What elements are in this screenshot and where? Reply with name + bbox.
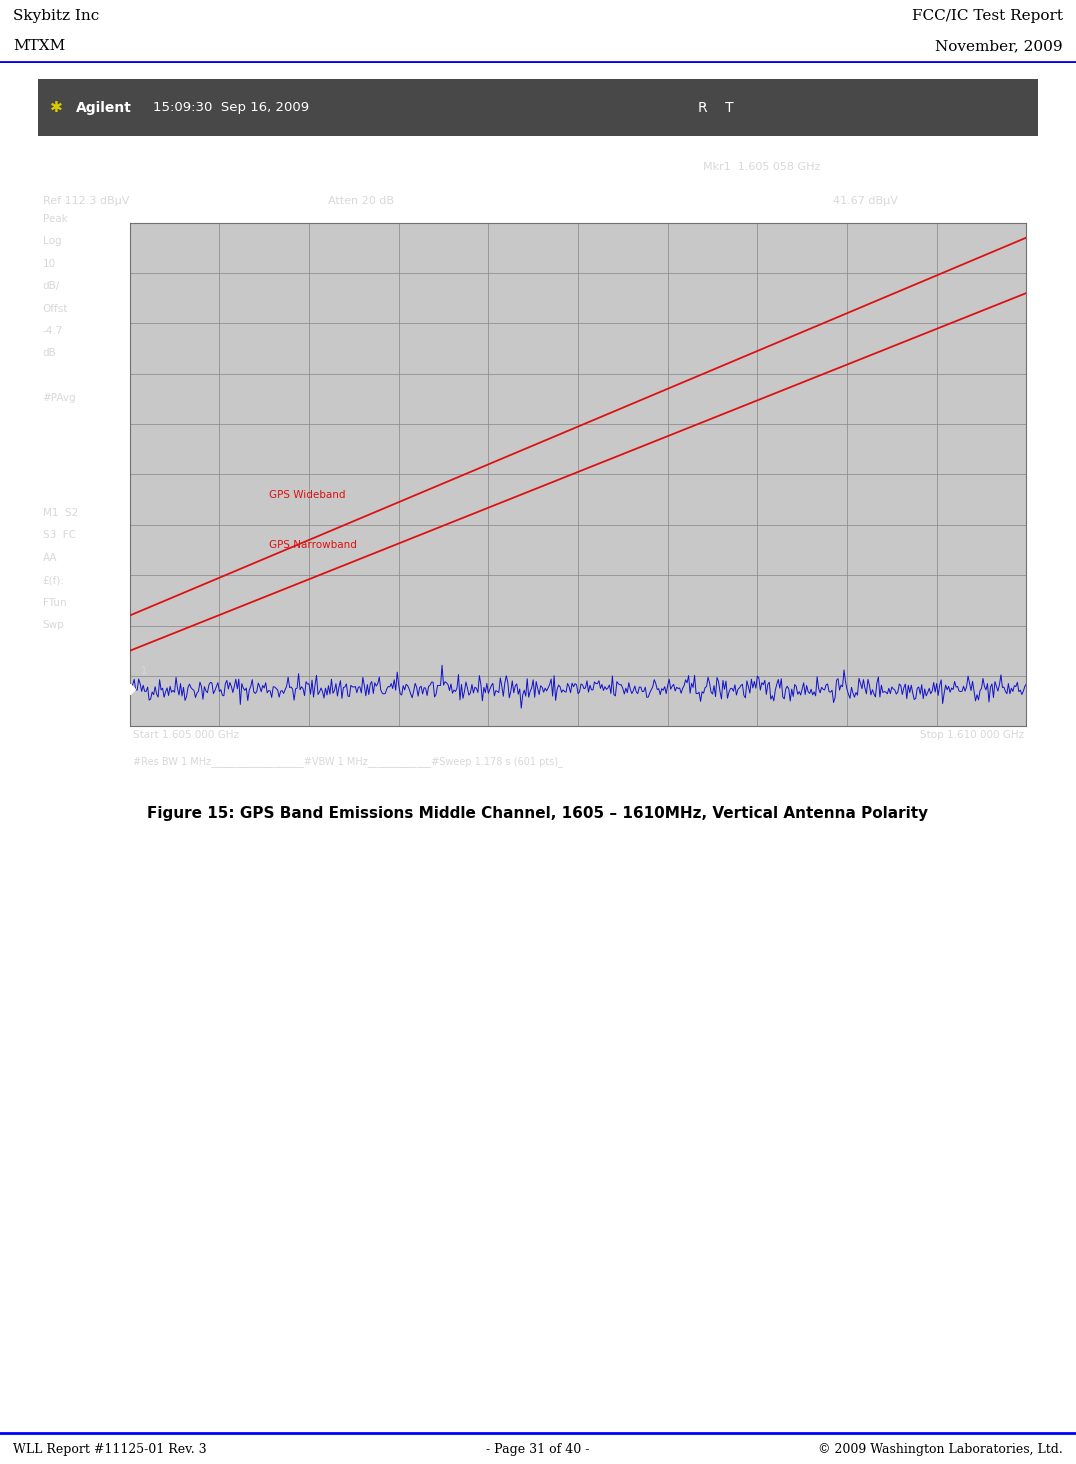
Bar: [38, 79, 1038, 136]
Text: Stop 1.610 000 GHz: Stop 1.610 000 GHz: [920, 731, 1024, 741]
Text: GPS Narrowband: GPS Narrowband: [269, 540, 356, 550]
Text: R    T: R T: [698, 101, 734, 114]
Text: AA: AA: [43, 553, 57, 562]
Text: Peak: Peak: [43, 214, 68, 224]
Text: © 2009 Washington Laboratories, Ltd.: © 2009 Washington Laboratories, Ltd.: [819, 1444, 1063, 1457]
Text: -4.7: -4.7: [43, 326, 63, 335]
Text: November, 2009: November, 2009: [935, 40, 1063, 53]
Text: #Res BW 1 MHz___________________#VBW 1 MHz_____________#Sweep 1.178 s (601 pts)_: #Res BW 1 MHz___________________#VBW 1 M…: [132, 755, 563, 767]
Text: 10: 10: [43, 259, 56, 269]
Text: - Page 31 of 40 -: - Page 31 of 40 -: [486, 1444, 590, 1457]
Text: Mkr1  1.605 058 GHz: Mkr1 1.605 058 GHz: [703, 161, 821, 171]
Text: 41.67 dBµV: 41.67 dBµV: [833, 196, 898, 206]
Text: Offst: Offst: [43, 303, 68, 313]
Text: Log: Log: [43, 236, 61, 246]
Text: M1  S2: M1 S2: [43, 508, 77, 518]
Text: Atten 20 dB: Atten 20 dB: [328, 196, 394, 206]
Text: Figure 15: GPS Band Emissions Middle Channel, 1605 – 1610MHz, Vertical Antenna P: Figure 15: GPS Band Emissions Middle Cha…: [147, 807, 929, 821]
Text: Swp: Swp: [43, 619, 65, 630]
Text: FTun: FTun: [43, 597, 67, 608]
Text: Start 1.605 000 GHz: Start 1.605 000 GHz: [132, 731, 239, 741]
Text: dB: dB: [43, 348, 56, 359]
Text: ✱: ✱: [49, 100, 62, 116]
Text: 1: 1: [141, 666, 146, 676]
Text: MTXM: MTXM: [13, 40, 66, 53]
Text: Ref 112.3 dBµV: Ref 112.3 dBµV: [43, 196, 129, 206]
Text: Skybitz Inc: Skybitz Inc: [13, 9, 99, 23]
Text: £(f):: £(f):: [43, 575, 65, 586]
Text: S3  FC: S3 FC: [43, 530, 75, 540]
Text: GPS Wideband: GPS Wideband: [269, 489, 345, 499]
Text: WLL Report #11125-01 Rev. 3: WLL Report #11125-01 Rev. 3: [13, 1444, 207, 1457]
Text: #PAvg: #PAvg: [43, 394, 76, 403]
Text: dB/: dB/: [43, 281, 60, 291]
Text: 15:09:30  Sep 16, 2009: 15:09:30 Sep 16, 2009: [153, 101, 309, 114]
Text: Agilent: Agilent: [75, 101, 131, 114]
Text: FCC/IC Test Report: FCC/IC Test Report: [912, 9, 1063, 23]
